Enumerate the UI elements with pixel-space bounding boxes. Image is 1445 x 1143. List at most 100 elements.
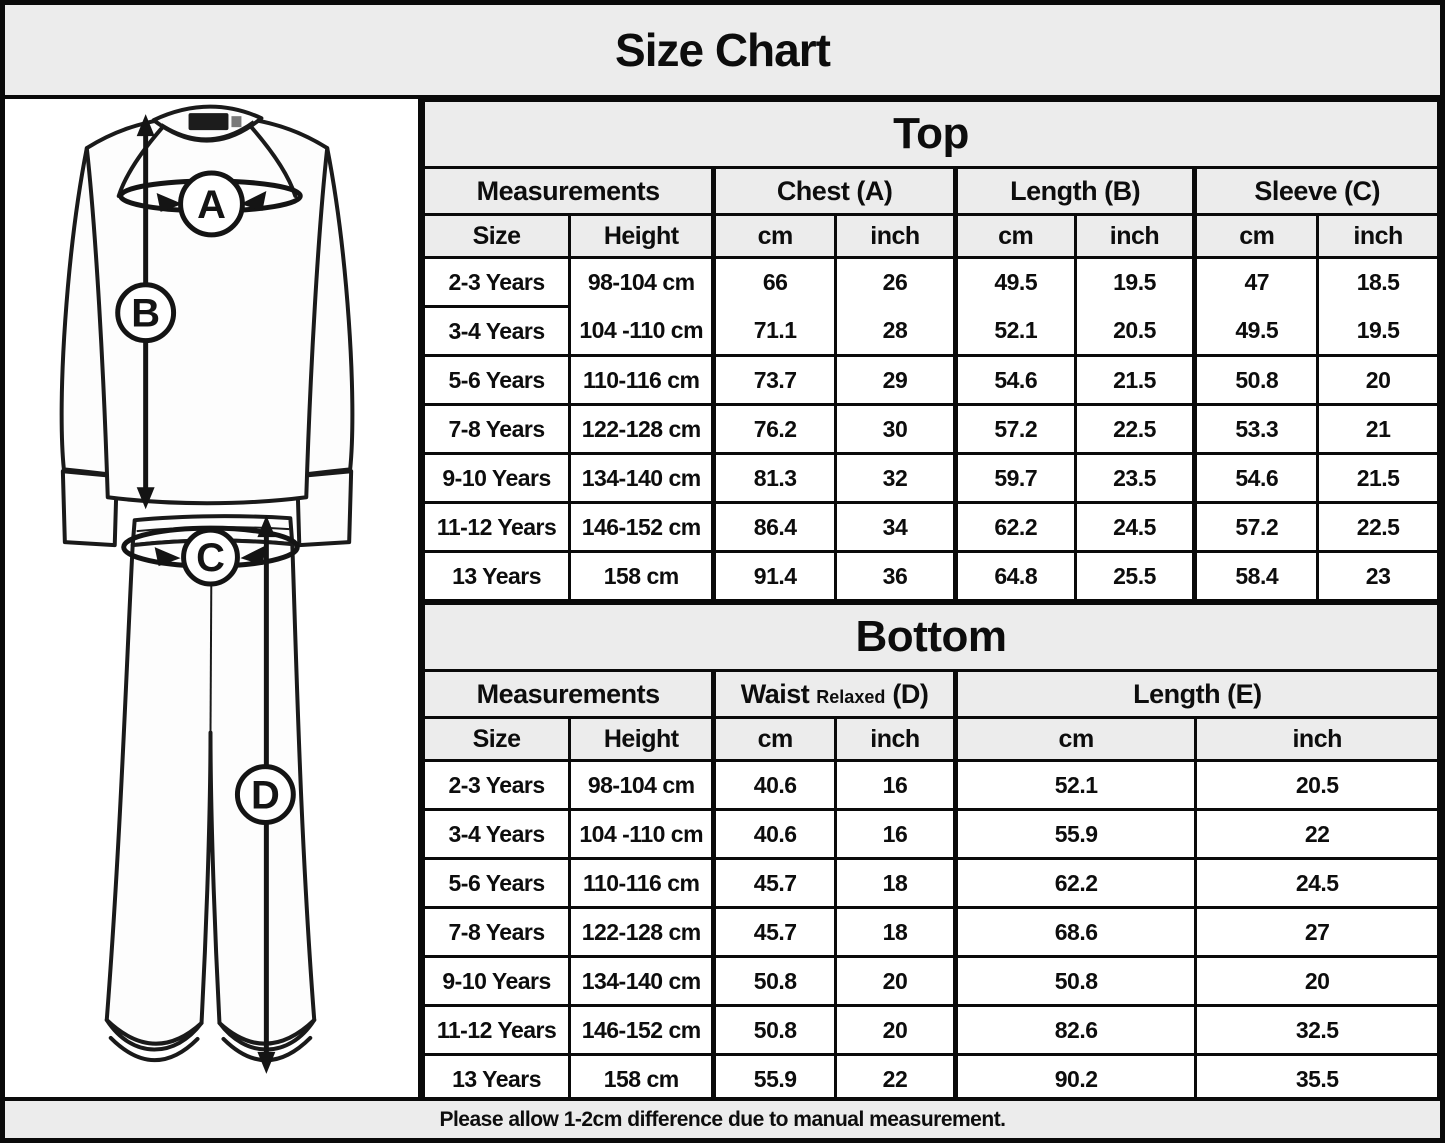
height-col-header: Height [568, 716, 716, 762]
height-cell: 146-152 cm [568, 1004, 716, 1056]
length-e-inch-header: inch [1194, 716, 1440, 762]
length-inch-header: inch [1073, 213, 1197, 259]
waist-inch-header: inch [834, 716, 957, 762]
sleeve-inch-cell: 23 [1316, 550, 1440, 602]
top-table-title-row: Top [422, 99, 1440, 169]
length-inch-cell: 20.5 [1073, 306, 1197, 357]
chest-inch-cell: 30 [834, 403, 957, 455]
length-cm-cell: 52.1 [952, 306, 1077, 357]
waist-header-main: Waist [740, 678, 810, 709]
length-e-header: Length (E) [952, 669, 1440, 719]
sleeve-cm-cell: 49.5 [1192, 306, 1320, 357]
measurements-header: Measurements [421, 166, 716, 216]
chest-cm-cell: 91.4 [711, 550, 838, 602]
size-cell: 13 Years [421, 550, 572, 602]
size-cell: 11-12 Years [421, 501, 572, 553]
measure-bottom-length: D [234, 515, 296, 1074]
sleeve-inch-cell: 22.5 [1316, 501, 1440, 553]
size-cell: 2-3 Years [421, 256, 572, 308]
height-cell: 98-104 cm [568, 256, 716, 307]
length-inch-cell: 22 [1194, 808, 1440, 860]
table-row: 3-4 Years 104 -110 cm 40.6 16 55.9 22 [421, 808, 1440, 860]
length-inch-cell: 25.5 [1073, 550, 1197, 602]
chest-cm-header: cm [711, 213, 838, 259]
marker-d-label: D [251, 773, 280, 817]
marker-d-circle [234, 764, 296, 825]
length-header: Length (B) [952, 166, 1197, 216]
size-cell: 9-10 Years [421, 452, 572, 504]
length-cm-cell: 68.6 [952, 906, 1198, 958]
table-row: 7-8 Years 122-128 cm 45.7 18 68.6 27 [421, 906, 1440, 958]
length-cm-cell: 49.5 [952, 256, 1077, 307]
bottom-sub-header-row: Size Height cm inch cm inch [421, 716, 1440, 762]
height-cell: 98-104 cm [568, 759, 716, 811]
chest-inch-cell: 32 [834, 452, 957, 504]
marker-c-circle [181, 527, 240, 587]
sleeve-cm-cell: 57.2 [1192, 501, 1320, 553]
waist-header-note: Relaxed [816, 686, 886, 707]
marker-a-label: A [197, 183, 226, 227]
size-cell: 3-4 Years [421, 808, 572, 860]
size-cell: 9-10 Years [421, 955, 572, 1007]
height-cell: 134-140 cm [568, 452, 716, 504]
size-cell: 2-3 Years [421, 759, 572, 811]
tables-panel: Top Measurements Chest (A) Length (B) Sl… [421, 99, 1440, 1105]
bottom-table-wrap: Bottom Measurements Waist Relaxed (D) Le… [421, 602, 1440, 1105]
chest-cm-cell: 73.7 [711, 354, 838, 406]
sleeve-cm-cell: 47 [1192, 256, 1320, 307]
waist-cm-cell: 40.6 [711, 808, 838, 860]
waist-cm-cell: 40.6 [711, 759, 838, 811]
height-cell: 104 -110 cm [568, 808, 716, 860]
length-inch-cell: 19.5 [1073, 256, 1197, 307]
height-cell: 134-140 cm [568, 955, 716, 1007]
length-inch-cell: 21.5 [1073, 354, 1197, 406]
length-cm-header: cm [952, 213, 1077, 259]
length-inch-cell: 20.5 [1194, 759, 1440, 811]
height-cell: 158 cm [568, 550, 716, 602]
chest-header: Chest (A) [711, 166, 957, 216]
length-cm-cell: 57.2 [952, 403, 1077, 455]
height-cell: 104 -110 cm [568, 306, 716, 357]
table-row: 9-10 Years 134-140 cm 81.3 32 59.7 23.5 … [421, 452, 1440, 504]
chest-cm-cell: 81.3 [711, 452, 838, 504]
size-cell: 3-4 Years [421, 305, 572, 357]
length-cm-cell: 64.8 [952, 550, 1077, 602]
measure-waist: C [121, 525, 300, 587]
sleeve-cm-cell: 50.8 [1192, 354, 1320, 406]
length-cm-cell: 50.8 [952, 955, 1198, 1007]
bottom-group-header-row: Measurements Waist Relaxed (D) Length (E… [421, 669, 1440, 719]
length-cm-cell: 62.2 [952, 501, 1077, 553]
top-group-header-row: Measurements Chest (A) Length (B) Sleeve… [421, 166, 1440, 216]
length-cm-cell: 52.1 [952, 759, 1198, 811]
waist-cm-cell: 45.7 [711, 906, 838, 958]
sleeve-inch-header: inch [1316, 213, 1440, 259]
table-row: 7-8 Years 122-128 cm 76.2 30 57.2 22.5 5… [421, 403, 1440, 455]
waist-inch-cell: 18 [834, 906, 957, 958]
waist-inch-cell: 18 [834, 857, 957, 909]
sleeve-inch-cell: 21.5 [1316, 452, 1440, 504]
height-cell: 110-116 cm [568, 354, 716, 406]
marker-a-circle [178, 170, 245, 238]
length-inch-cell: 22.5 [1073, 403, 1197, 455]
length-cm-cell: 55.9 [952, 808, 1198, 860]
chest-cm-cell: 71.1 [711, 306, 838, 357]
height-cell: 122-128 cm [568, 403, 716, 455]
waist-cm-cell: 55.9 [711, 1053, 838, 1105]
height-cell: 110-116 cm [568, 857, 716, 909]
table-row: 11-12 Years 146-152 cm 50.8 20 82.6 32.5 [421, 1004, 1440, 1056]
bottom-table-title-row: Bottom [422, 602, 1440, 672]
chest-inch-cell: 29 [834, 354, 957, 406]
length-cm-cell: 82.6 [952, 1004, 1198, 1056]
length-inch-cell: 23.5 [1073, 452, 1197, 504]
table-row: 5-6 Years 110-116 cm 73.7 29 54.6 21.5 5… [421, 354, 1440, 406]
size-cell: 7-8 Years [421, 906, 572, 958]
size-col-header: Size [421, 716, 572, 762]
main-content: A B C [5, 99, 1440, 1105]
sleeve-cm-cell: 58.4 [1192, 550, 1320, 602]
chest-inch-cell: 26 [834, 256, 957, 307]
length-inch-cell: 35.5 [1194, 1053, 1440, 1105]
length-inch-cell: 24.5 [1194, 857, 1440, 909]
table-row: 5-6 Years 110-116 cm 45.7 18 62.2 24.5 [421, 857, 1440, 909]
page-title: Size Chart [5, 5, 1440, 99]
marker-c-label: C [196, 536, 225, 580]
